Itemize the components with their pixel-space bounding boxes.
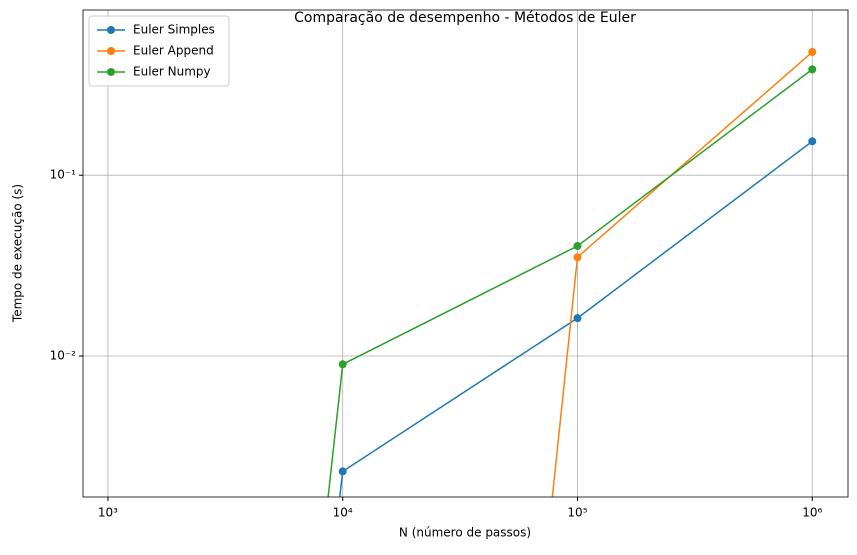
legend-marker (107, 26, 115, 34)
point (338, 360, 347, 369)
point (573, 241, 582, 250)
point (573, 314, 582, 323)
x-tick-label: 10³ (98, 506, 118, 520)
chart-title: Comparação de desempenho - Métodos de Eu… (294, 10, 636, 26)
legend-label: Euler Numpy (133, 65, 211, 79)
plot-area (327, 48, 817, 497)
legend-marker (107, 68, 115, 76)
point (573, 253, 582, 262)
axes-frame (82, 9, 849, 498)
x-axis-label: N (número de passos) (399, 526, 531, 540)
point (808, 65, 817, 74)
point (808, 48, 817, 57)
legend-label: Euler Simples (133, 23, 215, 37)
point (808, 137, 817, 146)
y-tick-label: 10⁻² (50, 349, 77, 363)
series-line (327, 68, 813, 497)
legend-label: Euler Append (133, 44, 214, 58)
x-tick-label: 10⁴ (333, 506, 353, 520)
y-tick-label: 10⁻¹ (50, 168, 77, 182)
x-tick-label: 10⁵ (567, 506, 587, 520)
legend-marker (107, 47, 115, 55)
y-axis-label: Tempo de execução (s) (11, 184, 25, 323)
x-tick-label: 10⁶ (802, 506, 822, 520)
point (338, 467, 347, 476)
series-line (338, 140, 813, 497)
series-line (551, 51, 813, 497)
legend-box (88, 15, 230, 87)
